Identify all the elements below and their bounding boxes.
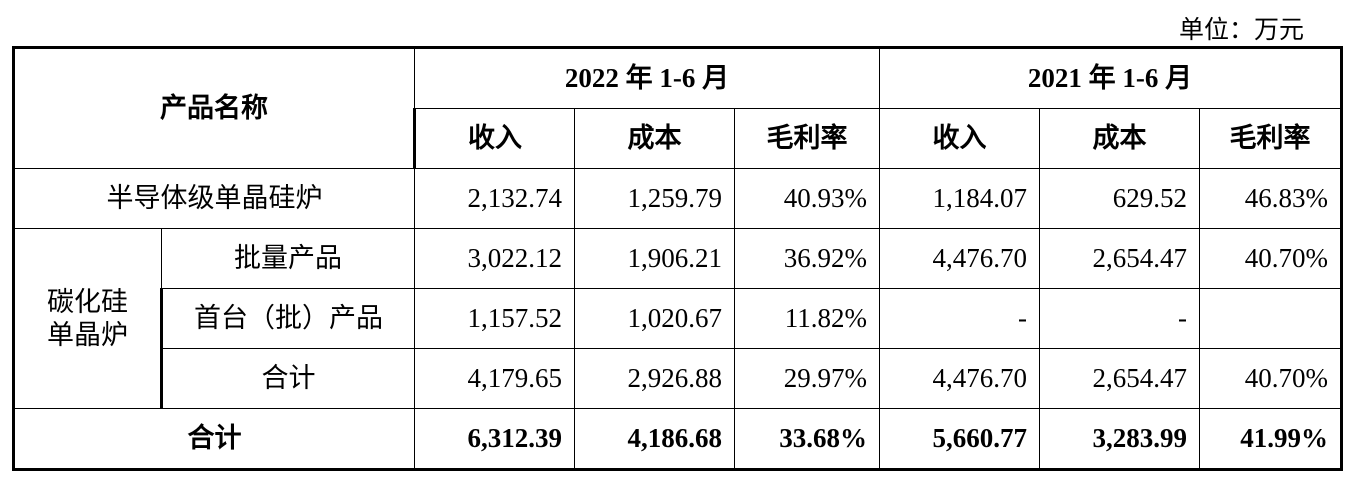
cell-empty [1199,288,1343,349]
cell: 2,926.88 [574,348,735,409]
header-column: 成本 [574,108,735,169]
cell: 33.68% [734,408,880,471]
cell: 2,132.74 [414,168,575,229]
group-name-line: 单晶炉 [47,319,128,350]
table-row: 合计 4,179.65 2,926.88 29.97% 4,476.70 2,654.47… [14,348,1343,409]
cell: 1,020.67 [574,288,735,349]
table-row: 合计 6,312.39 4,186.68 33.68% 5,660.77 3,283.99… [12,408,1343,471]
cell: 40.70% [1199,348,1343,409]
cell: 6,312.39 [414,408,575,471]
table-row: 半导体级单晶硅炉 2,132.74 1,259.79 40.93% 1,184.07 62… [12,168,1343,229]
cell: 40.93% [734,168,880,229]
cell: 2,654.47 [1039,348,1200,409]
cell: - [1039,288,1200,349]
table-row: 产品名称 2022 年 1-6 月 2021 年 1-6 月 [12,46,1343,169]
cell: 4,179.65 [414,348,575,409]
cell: 46.83% [1199,168,1343,229]
cell: 629.52 [1039,168,1200,229]
header-product: 产品名称 [12,46,415,169]
cell: 41.99% [1199,408,1343,471]
header-period: 2021 年 1-6 月 [879,46,1343,109]
header-column: 毛利率 [734,108,880,169]
header-column: 成本 [1039,108,1200,169]
table: 产品名称 2022 年 1-6 月 2021 年 1-6 月收入 成本 毛利率 收入 成本毛… [12,46,1343,471]
cell: 4,476.70 [879,228,1040,289]
row-name: 合计 [160,348,415,409]
header-column: 收入 [879,108,1040,169]
row-name: 批量产品 [161,228,415,289]
cell: 4,476.70 [879,348,1040,409]
cell: 36.92% [734,228,880,289]
cell: 1,259.79 [574,168,735,229]
cell: 1,906.21 [574,228,735,289]
cell: 4,186.68 [574,408,735,471]
header-period: 2022 年 1-6 月 [414,46,880,109]
cell: 1,184.07 [879,168,1040,229]
table-row: 碳化硅 单晶炉 批量产品 3,022.12 1,906.21 36.92% 4,476.70… [12,228,1343,409]
cell: 3,283.99 [1039,408,1200,471]
unit-label: 单位：万元 [1178,17,1304,44]
row-name: 半导体级单晶硅炉 [12,168,415,229]
cell: 1,157.52 [414,288,575,349]
header-column: 毛利率 [1199,108,1343,169]
header-column: 收入 [413,108,575,169]
cell: 3,022.12 [414,228,575,289]
cell: 40.70% [1199,228,1343,289]
total-name: 合计 [12,408,415,471]
row-name: 首台（批）产品 [160,288,415,349]
cell: 2,654.47 [1039,228,1200,289]
table-row: 首台（批）产品 1,157.52 1,020.67 11.82% - - [14,288,1343,349]
group-name: 碳化硅 单晶炉 [12,228,162,409]
group-name-line: 碳化硅 [47,287,128,318]
cell: 5,660.77 [879,408,1040,471]
cell: 11.82% [734,288,880,349]
cell: - [879,288,1040,349]
cell: 29.97% [734,348,880,409]
